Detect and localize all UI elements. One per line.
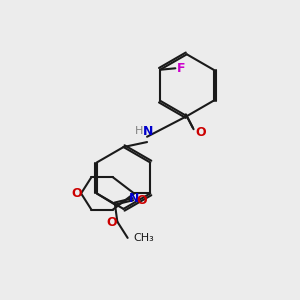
Text: H: H [135,126,143,136]
Text: O: O [107,216,117,229]
Text: O: O [196,126,206,139]
Text: O: O [137,194,147,207]
Text: CH₃: CH₃ [133,233,154,243]
Text: N: N [142,125,153,138]
Text: F: F [177,62,186,75]
Text: O: O [71,187,82,200]
Text: N: N [129,192,139,205]
